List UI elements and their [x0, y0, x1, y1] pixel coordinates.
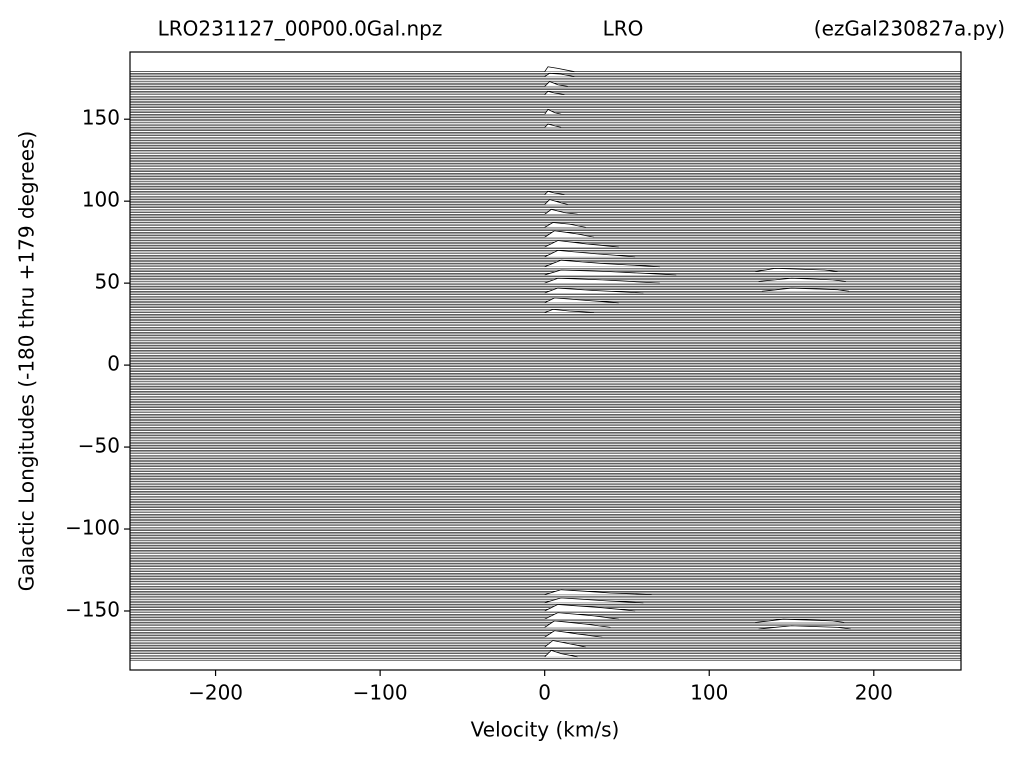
profile — [544, 259, 660, 268]
profile — [544, 630, 603, 638]
profile — [755, 267, 838, 273]
x-tick-label: 0 — [538, 681, 551, 705]
profile — [544, 589, 652, 595]
profile-line — [544, 308, 595, 314]
profile-line — [544, 108, 562, 115]
x-tick-label: 100 — [690, 681, 728, 705]
profile-line — [544, 297, 619, 304]
x-tick-label: −200 — [188, 681, 243, 705]
profile — [544, 612, 619, 620]
y-tick-label: 150 — [82, 106, 120, 130]
profile-line — [761, 287, 850, 292]
profile — [758, 277, 846, 282]
profile — [544, 277, 660, 284]
y-tick-label: 100 — [82, 188, 120, 212]
profile-line — [544, 597, 644, 604]
profile-line — [544, 612, 619, 620]
y-tick-label: 0 — [107, 352, 120, 376]
profile-line — [544, 199, 568, 205]
profile — [544, 222, 586, 228]
profile — [544, 249, 636, 258]
profile-line — [544, 208, 578, 215]
profile — [761, 287, 850, 292]
profile-line — [544, 230, 595, 238]
chart-title-center: LRO — [603, 17, 644, 41]
y-tick-label: −100 — [65, 516, 120, 540]
y-tick-label: −50 — [78, 434, 120, 458]
profile-line — [544, 630, 603, 638]
profile-line — [544, 123, 562, 128]
y-tick-label: 50 — [95, 270, 120, 294]
profile — [544, 66, 575, 73]
profile-line — [544, 190, 565, 196]
profile — [544, 199, 568, 205]
profile — [544, 81, 568, 87]
profile-line — [544, 72, 575, 77]
profile — [544, 230, 595, 238]
chart-title-right: (ezGal230827a.py) — [814, 17, 1005, 41]
profile — [544, 72, 575, 77]
profile — [544, 208, 578, 215]
x-tick-label: 200 — [855, 681, 893, 705]
profile — [544, 269, 677, 276]
profile-line — [544, 249, 636, 258]
profile — [544, 649, 578, 658]
profile-line — [544, 269, 677, 276]
chart-title-left: LRO231127_00P00.0Gal.npz — [158, 17, 443, 41]
profile — [544, 620, 611, 628]
x-tick-label: −100 — [353, 681, 408, 705]
traces — [130, 66, 961, 661]
profile — [544, 308, 595, 314]
profile — [755, 618, 845, 623]
profile-line — [544, 259, 660, 268]
profile-line — [544, 66, 575, 73]
profile — [544, 190, 565, 196]
profile — [544, 604, 636, 612]
profile-line — [758, 277, 846, 282]
profile-line — [544, 277, 660, 284]
profile — [544, 640, 586, 648]
profile — [544, 597, 644, 604]
profile-line — [544, 620, 611, 628]
profile — [544, 123, 562, 128]
profile — [544, 108, 562, 115]
profile-line — [544, 81, 568, 87]
profile — [544, 240, 619, 248]
profile-line — [544, 604, 636, 612]
profile — [758, 625, 851, 630]
profile — [544, 90, 565, 96]
profile-line — [544, 640, 586, 648]
x-axis-label: Velocity (km/s) — [471, 718, 620, 742]
profile-line — [544, 649, 578, 658]
plot-frame — [129, 51, 962, 671]
profile-line — [755, 618, 845, 623]
profile — [544, 297, 619, 304]
profile-line — [755, 267, 838, 273]
y-axis-label: Galactic Longitudes (-180 thru +179 degr… — [15, 131, 39, 592]
profile-line — [544, 240, 619, 248]
profile-line — [544, 287, 644, 294]
profile-line — [544, 222, 586, 228]
profile-line — [758, 625, 851, 630]
profile — [544, 287, 644, 294]
profile-line — [544, 90, 565, 96]
profile-line — [544, 589, 652, 595]
y-tick-label: −150 — [65, 597, 120, 621]
